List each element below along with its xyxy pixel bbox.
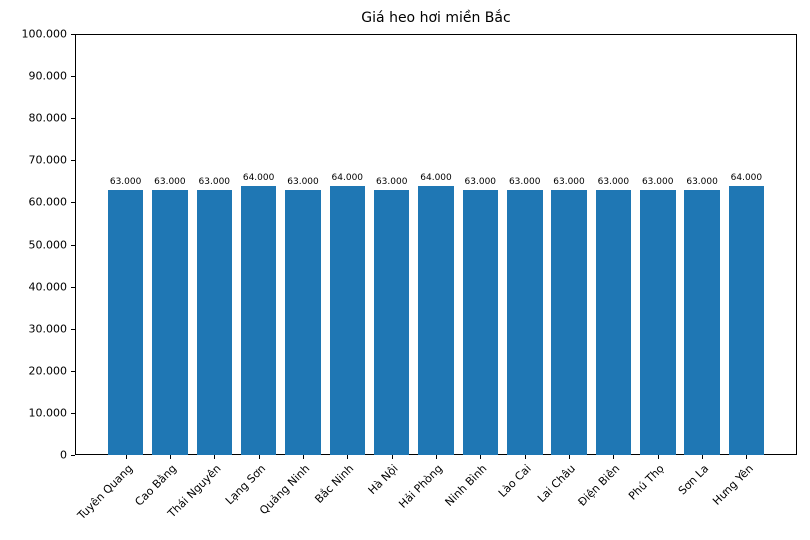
bar-value-label: 63.000 [508, 177, 541, 187]
bar [107, 190, 144, 455]
x-tick-label: Điện Biên [575, 462, 623, 509]
bar [418, 186, 454, 455]
x-tick-label: Lạng Sơn [222, 462, 268, 508]
bar-value-label: 63.000 [553, 177, 585, 187]
bar-value-label: 63.000 [597, 177, 630, 187]
bar-value-label: 63.000 [686, 177, 718, 187]
x-tick-label: Bắc Ninh [312, 462, 357, 506]
x-tick [524, 455, 526, 459]
y-tick [71, 118, 75, 120]
y-tick-label: 80.000 [28, 111, 68, 125]
x-tick-label: Lào Cai [496, 462, 534, 500]
bar [507, 190, 543, 455]
x-tick-label: Phú Thọ [626, 462, 667, 503]
y-tick-label: 40.000 [28, 280, 68, 294]
x-tick-label: Hải Phòng [396, 462, 446, 511]
bar [595, 190, 632, 455]
x-tick [613, 455, 615, 459]
x-tick [436, 455, 437, 459]
x-tick [391, 455, 393, 459]
x-tick-label: Lai Châu [535, 462, 579, 505]
bar [728, 186, 765, 455]
y-tick-label: 70.000 [28, 153, 68, 167]
y-tick [71, 244, 75, 246]
x-tick [347, 455, 349, 459]
y-tick-label: 30.000 [28, 322, 68, 336]
bar-value-label: 63.000 [464, 177, 497, 187]
bar-value-label: 63.000 [109, 177, 142, 187]
bar-value-label: 63.000 [287, 177, 319, 187]
bar [640, 190, 676, 455]
y-tick-label: 50.000 [28, 238, 68, 251]
bar [240, 186, 277, 455]
x-tick-label: Hà Nội [365, 462, 401, 498]
y-tick [71, 286, 75, 288]
bar-value-label: 64.000 [242, 173, 275, 183]
bar [684, 190, 720, 455]
x-tick [657, 455, 659, 459]
y-tick [71, 370, 75, 372]
y-tick [71, 328, 75, 330]
bar [462, 190, 499, 455]
x-tick [569, 455, 570, 459]
chart-title: Giá heo hơi miền Bắc [361, 10, 511, 26]
bar [329, 186, 366, 455]
x-tick [303, 455, 304, 459]
x-tick-label: Ninh Bình [442, 462, 490, 509]
x-tick-label: Hưng Yên [709, 462, 756, 508]
bar-value-label: 63.000 [641, 177, 674, 187]
bar-value-label: 64.000 [331, 173, 364, 183]
bar [152, 190, 188, 455]
y-tick [71, 34, 75, 35]
y-tick-label: 10.000 [28, 406, 68, 420]
bar-value-label: 63.000 [154, 177, 186, 187]
x-tick [746, 455, 748, 459]
x-tick [702, 455, 704, 459]
x-tick-label: Cao Bằng [132, 462, 180, 509]
y-tick [71, 412, 75, 414]
y-tick-label: 90.000 [28, 69, 68, 83]
bar-value-label: 63.000 [198, 177, 231, 187]
y-tick-label: 0 [60, 448, 67, 462]
x-tick-label: Tuyên Quang [74, 462, 135, 523]
x-tick [169, 455, 171, 459]
x-tick [480, 455, 482, 459]
bar [285, 190, 321, 455]
bar [196, 190, 232, 455]
y-tick [71, 160, 75, 162]
bar-value-label: 63.000 [375, 177, 408, 187]
x-tick [125, 455, 127, 459]
y-tick-label: 100.000 [21, 27, 68, 41]
bar [373, 190, 410, 455]
y-tick [71, 202, 75, 204]
bar [551, 190, 587, 455]
y-tick [71, 76, 75, 78]
bar-value-label: 64.000 [730, 173, 763, 183]
bar-value-label: 64.000 [420, 173, 452, 183]
y-tick-label: 60.000 [28, 195, 68, 209]
x-tick [214, 455, 216, 459]
x-tick-label: Sơn La [675, 462, 712, 498]
y-tick-label: 20.000 [28, 364, 68, 378]
y-tick [71, 455, 75, 456]
x-tick [258, 455, 260, 459]
